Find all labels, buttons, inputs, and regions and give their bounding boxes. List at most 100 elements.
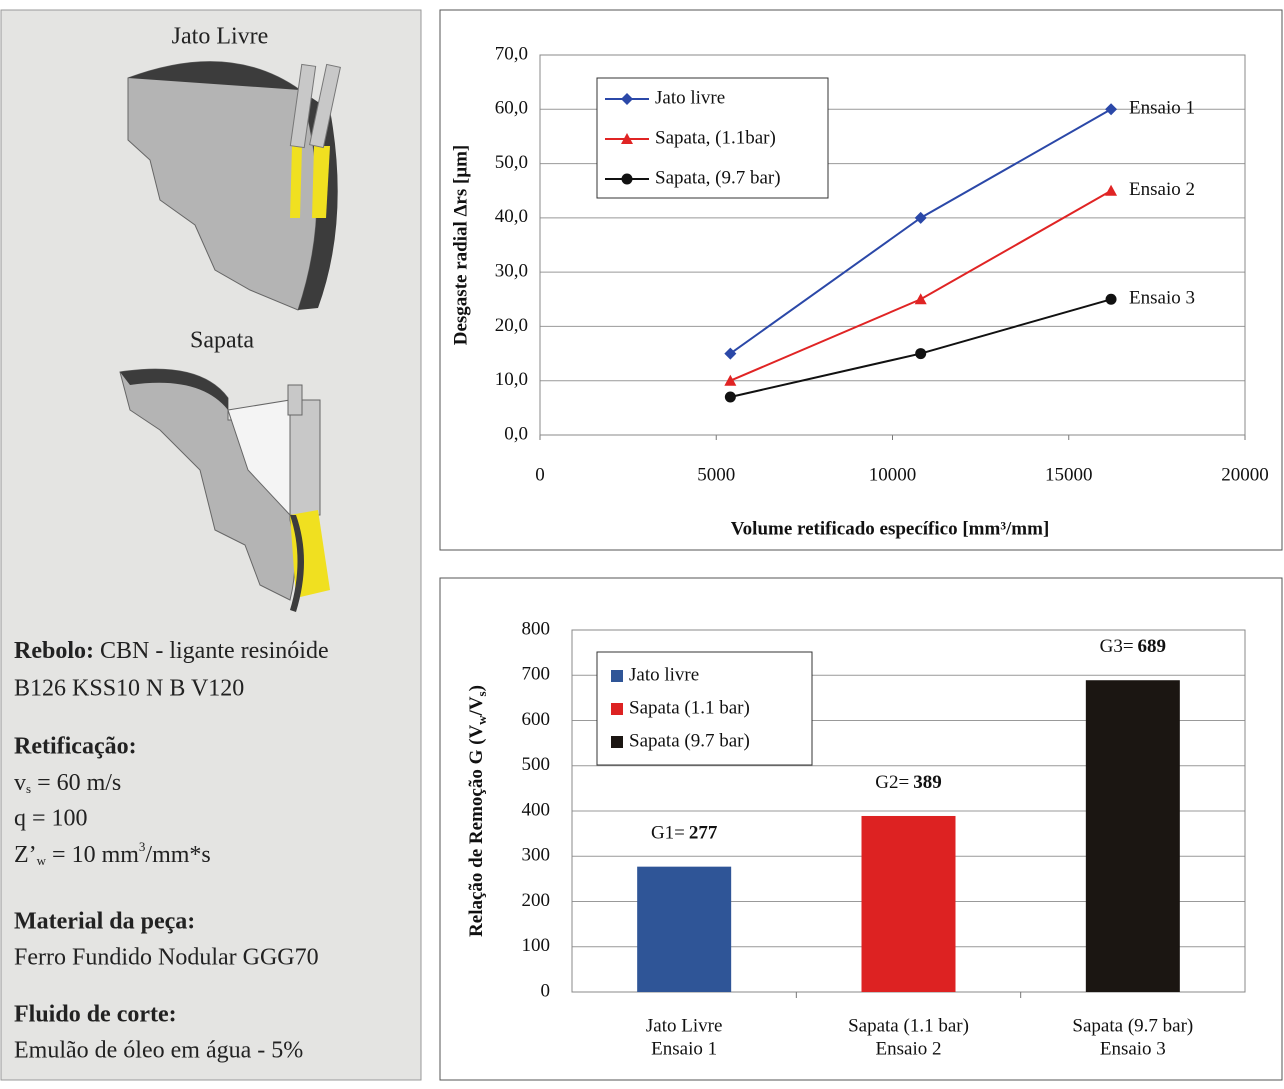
y-tick-label: 800 (522, 618, 551, 639)
y-tick-label: 20,0 (495, 315, 528, 336)
legend-swatch (611, 703, 623, 715)
x-tick-label: Sapata (1.1 bar) (848, 1015, 969, 1036)
plot-area (539, 54, 1246, 436)
marker (724, 391, 736, 403)
legend-swatch (611, 670, 623, 682)
value-label-prefix: G1= (651, 823, 685, 844)
bar (1085, 680, 1180, 992)
y-tick-label: 40,0 (495, 206, 528, 227)
spec-text: v (14, 770, 26, 796)
x-tick-label: 0 (535, 464, 545, 485)
y-tick-label: 300 (522, 845, 551, 866)
spec-text: = 10 mm (46, 842, 139, 868)
illustration-sapata (119, 368, 330, 612)
value-label-number: 389 (913, 772, 942, 793)
spec-superscript: 3 (139, 839, 146, 854)
spec-text: Emulão de óleo em água - 5% (14, 1038, 303, 1064)
spec-text: q = 100 (14, 806, 88, 832)
illustration-jato (127, 61, 341, 311)
spec-text: CBN - ligante resinóide (94, 638, 329, 664)
value-label-prefix: G2= (875, 772, 909, 793)
legend-label: Jato livre (629, 664, 699, 685)
value-label: G3= 689 (1100, 637, 1166, 658)
y-tick-label: 100 (522, 935, 551, 956)
spec-text: = 60 m/s (31, 770, 121, 796)
marker (621, 173, 633, 185)
legend-label: Sapata, (1.1bar) (655, 127, 776, 148)
label-part: Relação de Remoção G (V (466, 725, 487, 937)
x-tick-label: 20000 (1221, 464, 1269, 485)
x-tick-label: 5000 (697, 464, 735, 485)
illustration-title: Sapata (190, 328, 254, 354)
y-tick-label: 50,0 (495, 152, 528, 173)
marker (1105, 184, 1118, 196)
marker (1105, 293, 1117, 305)
spec-line: vs = 60 m/s (14, 770, 121, 796)
y-tick-label: 700 (522, 664, 551, 685)
y-axis-label: Desgaste radial Δrs [μm] (450, 145, 471, 346)
value-label-number: 277 (689, 823, 718, 844)
label-subscript: w (474, 715, 489, 725)
spec-heading: Rebolo: (14, 638, 94, 664)
spec-text: Z’ (14, 842, 37, 868)
legend-box (596, 651, 813, 766)
spec-heading: Retificação: (14, 734, 137, 760)
spec-heading: Material da peça: (14, 909, 195, 935)
annotation: Ensaio 2 (1129, 179, 1195, 200)
y-tick-label: 200 (522, 890, 551, 911)
y-tick-label: 10,0 (495, 369, 528, 390)
x-tick-sublabel: Ensaio 2 (876, 1038, 942, 1059)
y-tick-label: 400 (522, 799, 551, 820)
value-label: G1= 277 (651, 823, 718, 844)
y-tick-label: 30,0 (495, 261, 528, 282)
value-label-prefix: G3= (1100, 637, 1134, 658)
label-part: ) (466, 685, 487, 691)
spec-text: Ferro Fundido Nodular GGG70 (14, 945, 319, 971)
marker (724, 347, 737, 360)
spec-subscript: s (26, 781, 31, 796)
x-tick-label: 15000 (1045, 464, 1093, 485)
legend-label: Sapata, (9.7 bar) (655, 167, 781, 188)
spec-text: B126 KSS10 N B V120 (14, 676, 244, 702)
value-label: G2= 389 (875, 772, 941, 793)
chart-frame (439, 9, 1283, 551)
spec-heading: Fluido de corte: (14, 1002, 177, 1028)
x-tick-label: 10000 (869, 464, 917, 485)
marker (914, 211, 927, 224)
spec-line: Z’w = 10 mm3/mm*s (14, 839, 211, 868)
annotation: Ensaio 1 (1129, 98, 1195, 119)
y-tick-label: 0,0 (504, 423, 528, 444)
annotation: Ensaio 3 (1129, 288, 1195, 309)
y-tick-label: 60,0 (495, 98, 528, 119)
x-tick-label: Sapata (9.7 bar) (1072, 1015, 1193, 1036)
marker (914, 293, 927, 305)
bar (861, 815, 956, 992)
marker (915, 348, 927, 360)
legend-label: Sapata (1.1 bar) (629, 697, 750, 718)
label-part: /V (466, 696, 487, 716)
y-tick-label: 500 (522, 754, 551, 775)
y-tick-label: 70,0 (495, 43, 528, 64)
spec-text: /mm*s (145, 842, 210, 868)
label-subscript: s (474, 691, 489, 696)
y-tick-label: 0 (541, 980, 551, 1001)
bar (637, 866, 732, 992)
marker (621, 93, 633, 105)
x-tick-sublabel: Ensaio 1 (651, 1038, 717, 1059)
legend-label: Sapata (9.7 bar) (629, 730, 750, 751)
illustration-title: Jato Livre (172, 24, 269, 50)
spec-line: Rebolo: CBN - ligante resinóide (14, 638, 329, 664)
marker (621, 133, 633, 144)
x-tick-label: Jato Livre (646, 1015, 723, 1036)
x-axis-label: Volume retificado específico [mm³/mm] (731, 518, 1050, 539)
legend-label: Jato livre (655, 87, 725, 108)
marker (1105, 103, 1118, 116)
y-tick-label: 600 (522, 709, 551, 730)
legend-swatch (611, 736, 623, 748)
marker (724, 374, 737, 386)
x-tick-sublabel: Ensaio 3 (1100, 1038, 1166, 1059)
y-axis-label: Relação de Remoção G (Vw/Vs) (466, 685, 489, 937)
spec-subscript: w (37, 853, 47, 868)
value-label-number: 689 (1138, 637, 1167, 658)
